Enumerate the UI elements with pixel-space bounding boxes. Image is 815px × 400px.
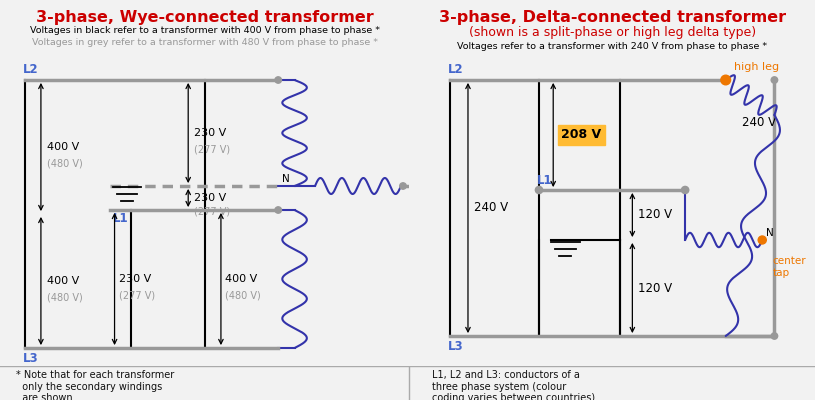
Text: L3: L3 — [23, 352, 38, 365]
Circle shape — [771, 333, 778, 339]
Text: 230 V: 230 V — [194, 193, 227, 203]
Circle shape — [771, 77, 778, 83]
Text: L3: L3 — [447, 340, 463, 353]
Text: 120 V: 120 V — [638, 282, 672, 294]
Circle shape — [275, 207, 281, 213]
Text: 230 V: 230 V — [194, 128, 227, 138]
Circle shape — [681, 186, 689, 194]
Text: 3-phase, Delta-connected transformer: 3-phase, Delta-connected transformer — [438, 10, 786, 25]
Text: Voltages in grey refer to a transformer with 480 V from phase to phase *: Voltages in grey refer to a transformer … — [32, 38, 377, 47]
Text: Voltages refer to a transformer with 240 V from phase to phase *: Voltages refer to a transformer with 240… — [457, 42, 767, 50]
Text: 208 V: 208 V — [562, 128, 601, 142]
Text: center
tap: center tap — [773, 256, 806, 278]
Text: 240 V: 240 V — [474, 202, 509, 214]
Circle shape — [535, 186, 543, 194]
Text: 240 V: 240 V — [742, 116, 776, 130]
Text: (277 V): (277 V) — [194, 144, 231, 154]
Text: L2: L2 — [447, 63, 463, 76]
Text: N: N — [766, 228, 774, 238]
Text: (shown is a split-phase or high leg delta type): (shown is a split-phase or high leg delt… — [469, 26, 756, 39]
Text: L1, L2 and L3: conductors of a
three phase system (colour
coding varies between : L1, L2 and L3: conductors of a three pha… — [432, 370, 598, 400]
Text: L1: L1 — [112, 212, 128, 225]
Text: L1: L1 — [537, 174, 553, 187]
Text: (277 V): (277 V) — [119, 290, 155, 300]
Text: Voltages in black refer to a transformer with 400 V from phase to phase *: Voltages in black refer to a transformer… — [29, 26, 380, 35]
Text: 120 V: 120 V — [638, 208, 672, 222]
Text: 400 V: 400 V — [47, 142, 79, 152]
Text: (277 V): (277 V) — [194, 207, 231, 217]
Text: (480 V): (480 V) — [225, 290, 261, 300]
Circle shape — [758, 236, 766, 244]
Text: N: N — [282, 174, 290, 184]
Circle shape — [399, 183, 406, 189]
Text: (480 V): (480 V) — [47, 158, 83, 168]
Text: L2: L2 — [23, 63, 38, 76]
Text: (480 V): (480 V) — [47, 292, 83, 302]
Text: * Note that for each transformer
  only the secondary windings
  are shown.: * Note that for each transformer only th… — [16, 370, 174, 400]
Text: 3-phase, Wye-connected transformer: 3-phase, Wye-connected transformer — [36, 10, 373, 25]
Text: 400 V: 400 V — [225, 274, 258, 284]
Circle shape — [275, 77, 281, 83]
Text: high leg: high leg — [734, 62, 779, 72]
Circle shape — [720, 75, 730, 85]
Text: 400 V: 400 V — [47, 276, 79, 286]
Text: 230 V: 230 V — [119, 274, 151, 284]
